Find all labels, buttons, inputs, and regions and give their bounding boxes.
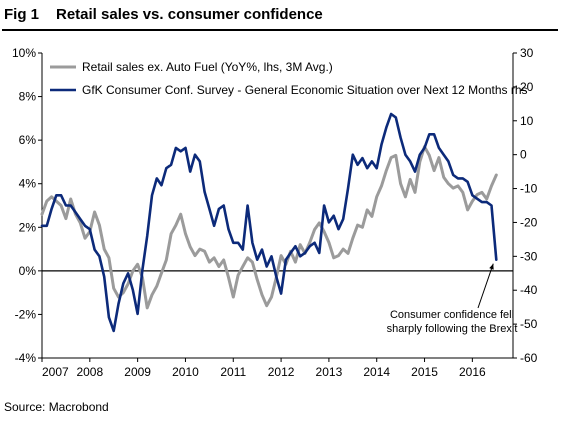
- annotation-arrow: [477, 263, 494, 309]
- series: [40, 112, 498, 333]
- y-right-tick-label: -20: [520, 215, 538, 229]
- annotation-arrowhead: [489, 263, 494, 270]
- x-tick-label: 2012: [268, 365, 295, 379]
- legend-entry: Retail sales ex. Auto Fuel (YoY%, lhs, 3…: [82, 60, 333, 74]
- x-tick-label: 2008: [76, 365, 103, 379]
- y-left-tick-label: -2%: [15, 307, 37, 321]
- y-right-tick-label: -40: [520, 283, 538, 297]
- y-right-tick-label: -10: [520, 182, 538, 196]
- y-left-tick-label: 2%: [19, 220, 37, 234]
- annotation: Consumer confidence fell sharply followin…: [387, 263, 518, 335]
- series-line-retail-sales: [40, 145, 498, 310]
- x-tick-label: 2011: [220, 365, 246, 379]
- legend: Retail sales ex. Auto Fuel (YoY%, lhs, 3…: [50, 60, 528, 97]
- figure-number: Fig 1: [4, 6, 40, 23]
- series-line-gfk-confidence: [40, 112, 498, 333]
- legend-entry: GfK Consumer Conf. Survey - General Econ…: [82, 83, 528, 97]
- y-left-tick-label: 4%: [19, 177, 37, 191]
- annotation-line-1: Consumer confidence fell: [390, 309, 514, 321]
- y-right-tick-label: 20: [520, 80, 534, 94]
- retail-vs-confidence-chart: -4% -2% 0% 2% 4% 6% 8% 10% -60 -50 -40 -30 -20 -10 0 10…: [12, 46, 538, 379]
- figure-header: Fig 1 Retail sales vs. consumer confiden…: [0, 0, 560, 32]
- y-left-tick-label: 10%: [12, 46, 36, 60]
- header-rule: [2, 29, 558, 31]
- annotation-line-2: sharply following the Brexit: [387, 323, 518, 335]
- y-left-tick-label: -4%: [15, 351, 37, 365]
- figure-title: Retail sales vs. consumer confidence: [56, 6, 323, 23]
- source-note: Source: Macrobond: [4, 400, 109, 414]
- x-tick-label: 2015: [411, 365, 438, 379]
- y-right-tick-label: -30: [520, 249, 538, 263]
- x-tick-label: 2010: [172, 365, 199, 379]
- x-tick-label: 2013: [316, 365, 343, 379]
- y-right-tick-label: -50: [520, 317, 538, 331]
- x-tick-label: 2014: [363, 365, 390, 379]
- y-left-tick-label: 8%: [19, 90, 37, 104]
- x-tick-label: 2007: [42, 365, 69, 379]
- y-right-tick-label: 0: [520, 148, 527, 162]
- y-left-tick-label: 6%: [19, 133, 37, 147]
- x-tick-label: 2016: [459, 365, 486, 379]
- x-tick-label: 2009: [124, 365, 151, 379]
- y-right-tick-label: -60: [520, 351, 538, 365]
- y-right-tick-label: 10: [520, 114, 534, 128]
- y-left-tick-label: 0%: [19, 264, 37, 278]
- y-right-tick-label: 30: [520, 46, 534, 60]
